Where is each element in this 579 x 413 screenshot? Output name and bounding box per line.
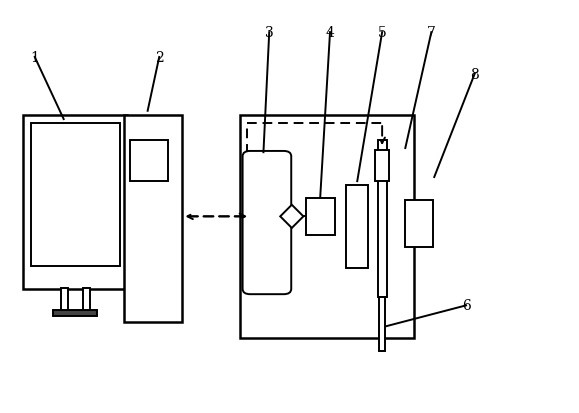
Bar [53,311,97,316]
Bar [31,124,120,266]
Bar [375,151,389,182]
Text: 7: 7 [427,26,436,40]
Bar [61,288,68,312]
Bar [124,116,182,322]
Bar [405,200,433,248]
Bar [23,116,127,289]
Text: 1: 1 [30,51,39,65]
Text: 4: 4 [325,26,335,40]
Bar [379,297,385,351]
Text: 5: 5 [378,26,387,40]
Text: 6: 6 [461,299,471,313]
FancyBboxPatch shape [243,152,291,294]
Bar [240,116,414,339]
Text: 2: 2 [155,51,164,65]
Polygon shape [280,205,303,228]
Text: 3: 3 [265,26,274,40]
Bar [83,288,90,312]
Text: 8: 8 [470,67,479,81]
Bar [306,198,335,235]
Bar [378,140,387,297]
Bar [346,186,368,268]
Bar [130,140,168,182]
